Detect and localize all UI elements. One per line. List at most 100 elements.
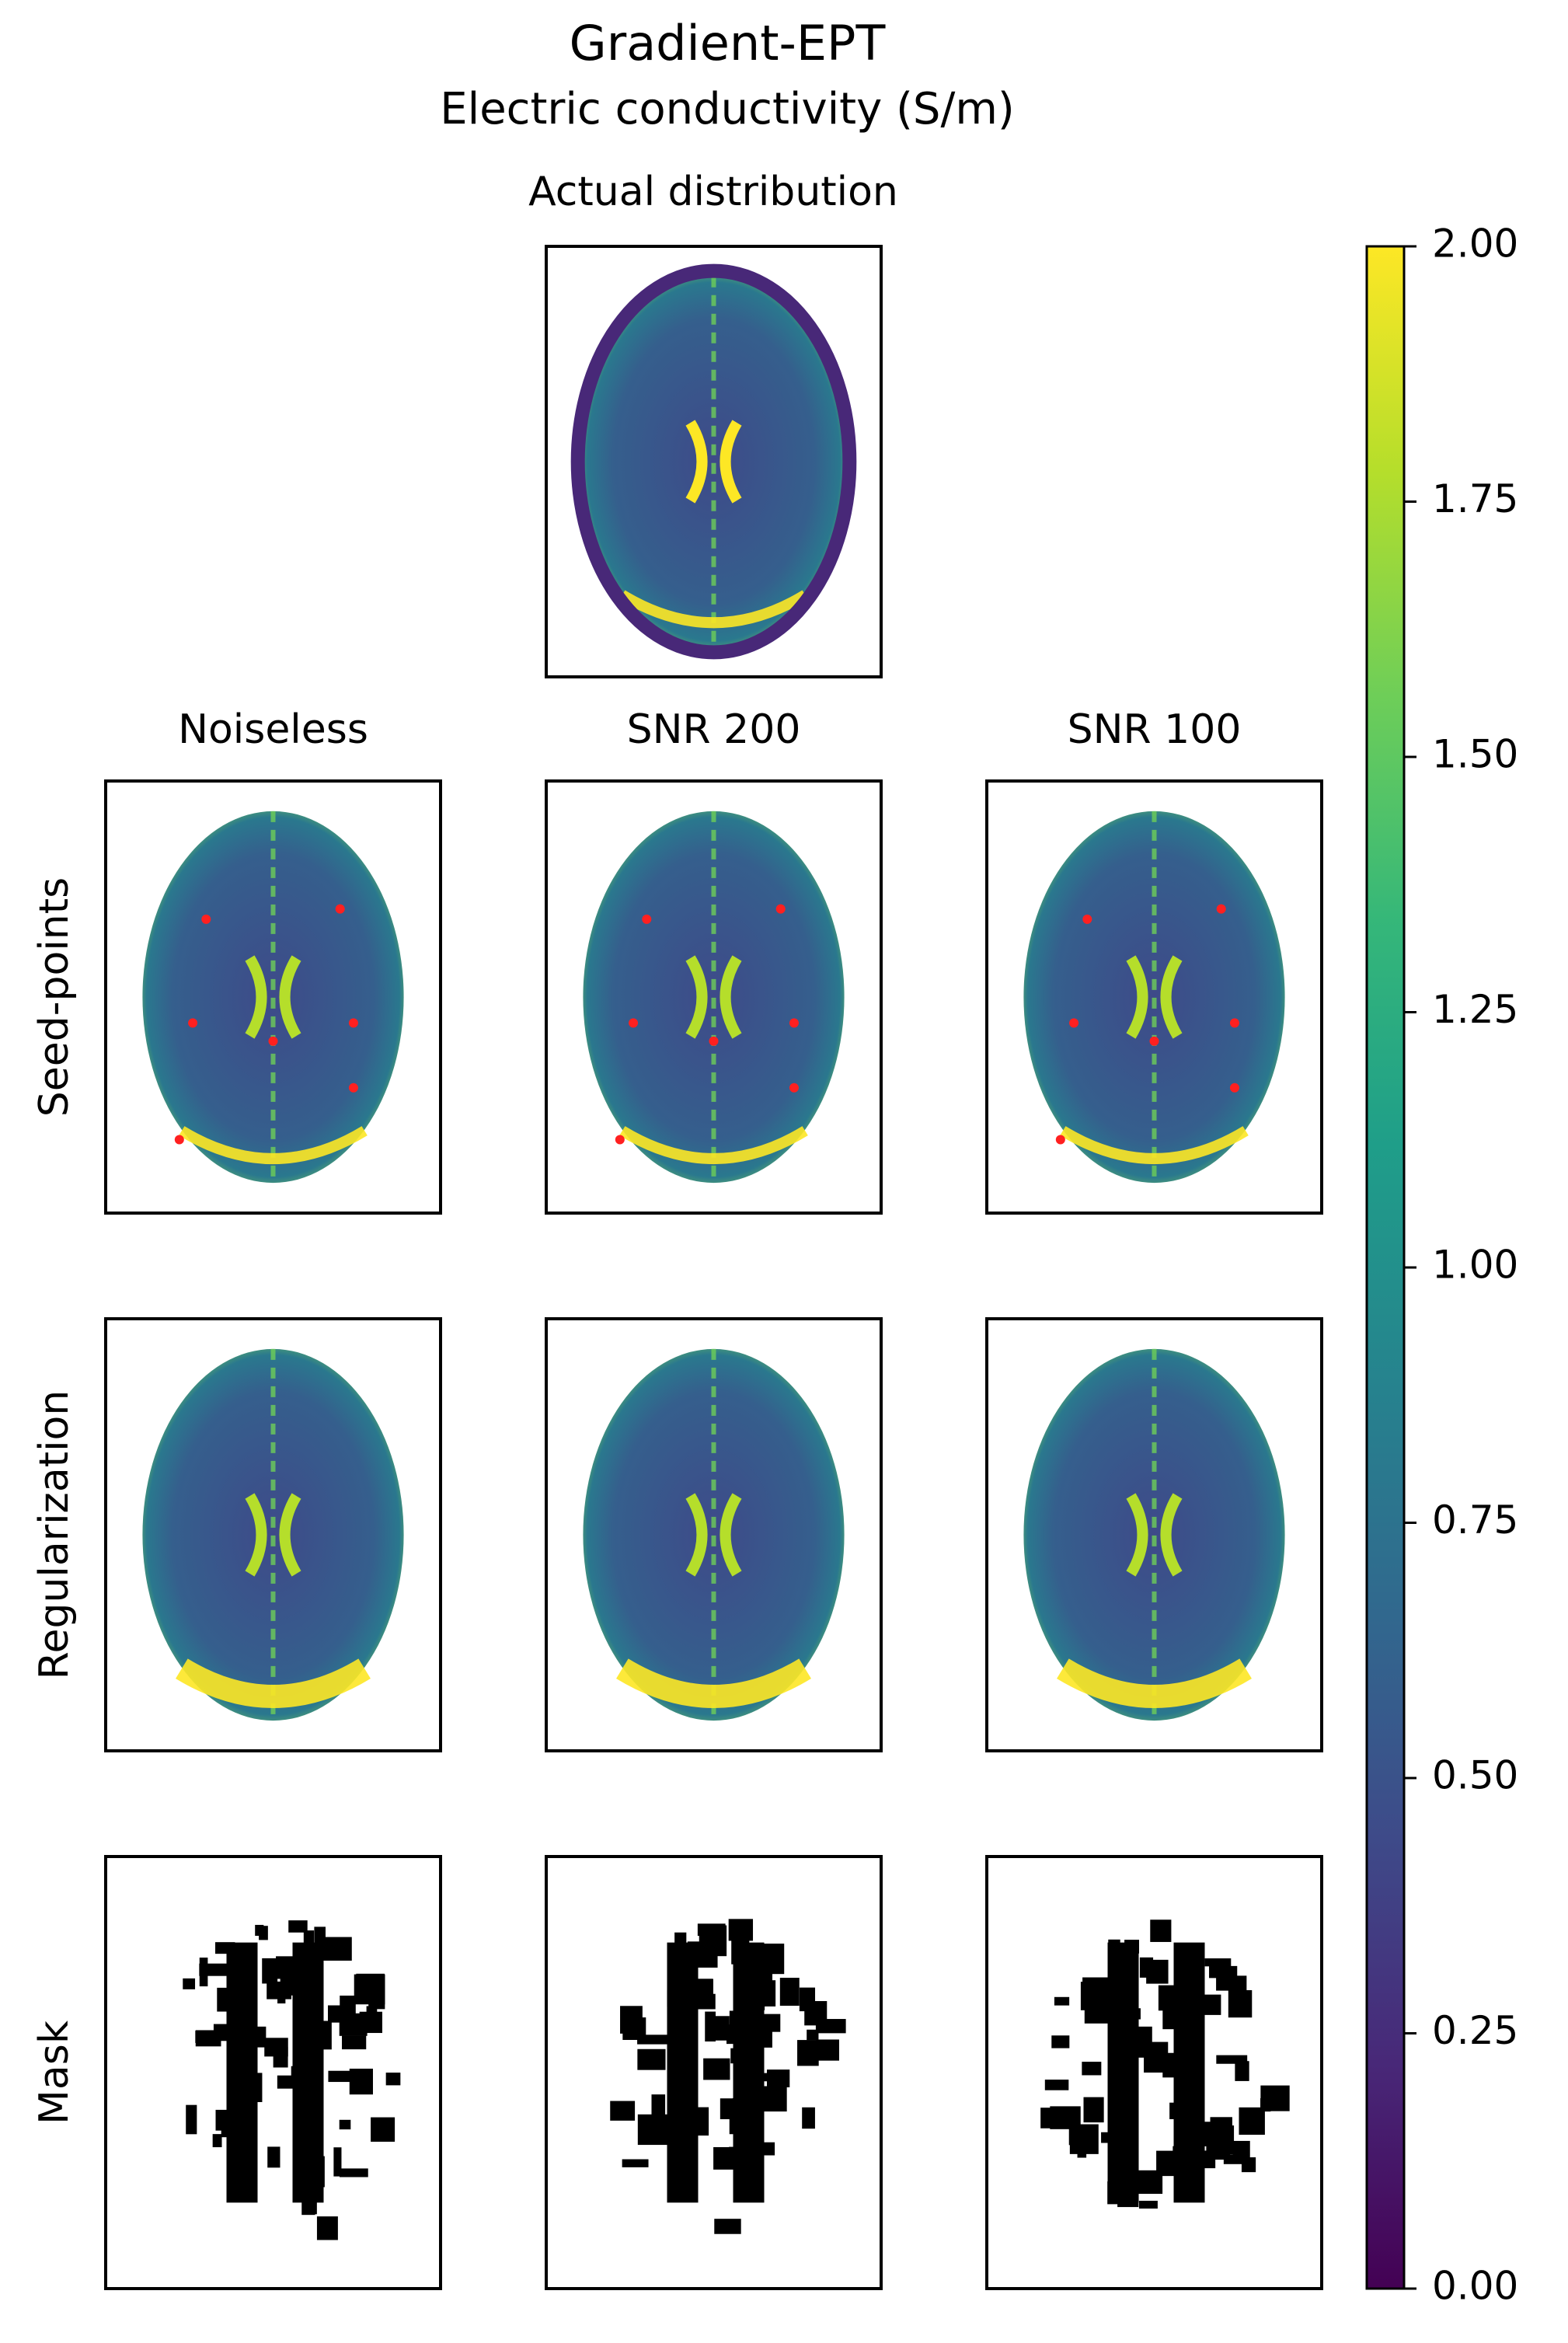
brain-image: [583, 811, 845, 1184]
row-label: Mask: [31, 2020, 78, 2125]
mask-blob: [713, 2146, 736, 2170]
mask-blob: [273, 2047, 288, 2068]
mask-blob: [1210, 2151, 1231, 2160]
mask-blob: [802, 2107, 815, 2129]
seed-point: [348, 1083, 358, 1093]
mask-blob: [714, 2219, 741, 2234]
mask-blob: [328, 2070, 351, 2083]
colorbar-tick-label: 0.75: [1432, 1497, 1518, 1543]
posterior-rim: [619, 1126, 808, 1164]
seed-point: [775, 904, 786, 914]
panel-frame: [545, 245, 883, 678]
seed-point: [188, 1018, 198, 1028]
ventricle: [245, 955, 301, 1039]
column-title: SNR 100: [1068, 706, 1242, 753]
mask-blob: [815, 2019, 846, 2034]
seed-point: [268, 1036, 278, 1046]
brain-image: [1023, 1348, 1285, 1721]
colorbar: [1365, 245, 1406, 2290]
mask-blob: [199, 1963, 228, 1976]
mask-blob: [255, 1924, 264, 1937]
row-label: Seed-points: [31, 877, 78, 1117]
column-title: SNR 200: [627, 706, 801, 753]
mask-blob: [371, 2117, 395, 2142]
posterior-rim: [1060, 1126, 1249, 1164]
posterior-rim: [616, 1658, 811, 1708]
mask-blob: [341, 2035, 367, 2050]
mask-blob: [1051, 2035, 1070, 2048]
seed-point: [174, 1135, 184, 1145]
mask-blob: [1204, 1958, 1232, 1967]
panel-frame: [985, 1317, 1323, 1752]
mask-blob: [183, 1978, 196, 1989]
colorbar-tick-label: 1.75: [1432, 476, 1518, 521]
mask-blob: [1239, 2124, 1258, 2135]
mask-blob: [267, 1981, 291, 2000]
mask-blob: [767, 2069, 790, 2087]
mask-blob: [1080, 1982, 1092, 2010]
mask-blob: [1260, 2085, 1290, 2111]
brain-image: [142, 1348, 404, 1721]
seed-point: [615, 1135, 625, 1145]
brain-image: [142, 811, 404, 1184]
mask-blob: [1235, 2061, 1249, 2081]
mask-blob: [1138, 2200, 1158, 2209]
colorbar-tick-label: 0.50: [1432, 1753, 1518, 1798]
mask-blob: [186, 2104, 197, 2135]
mask-blob: [756, 2073, 774, 2082]
colorbar-tick-label: 0.00: [1432, 2264, 1518, 2309]
panel-frame: [104, 1855, 442, 2290]
colorbar-tick-label: 0.25: [1432, 2008, 1518, 2053]
mask-blob: [674, 1932, 687, 1946]
ventricle: [685, 1493, 742, 1577]
mask-blob: [349, 2068, 373, 2095]
colorbar-tick-label: 1.50: [1432, 732, 1518, 777]
seed-point: [642, 914, 652, 924]
mask-blob: [713, 2016, 730, 2041]
ventricle: [685, 420, 742, 504]
mask-blob: [1216, 1975, 1247, 1991]
brain-image: [583, 1348, 845, 1721]
panel-frame: [985, 779, 1323, 1215]
seed-point: [1229, 1083, 1239, 1093]
seed-point: [1229, 1018, 1239, 1028]
mask-blob: [333, 2147, 342, 2177]
colorbar-tick-label: 2.00: [1432, 221, 1518, 267]
seed-point: [709, 1036, 719, 1046]
mask-blob: [797, 2040, 819, 2066]
mask-blob: [340, 1995, 356, 2018]
mask-blob: [195, 2030, 221, 2047]
subtitle: Electric conductivity (S/m): [440, 84, 1014, 134]
ventricle: [245, 1493, 301, 1577]
posterior-rim: [619, 590, 808, 629]
mask-blob: [316, 2216, 338, 2240]
seed-point: [1082, 914, 1092, 924]
mask-blob: [354, 1974, 385, 2005]
mask-blob: [1228, 1989, 1253, 2018]
mask-blob: [385, 2073, 401, 2086]
seed-point: [629, 1018, 639, 1028]
mask-blob: [816, 2039, 839, 2061]
mask-blob: [212, 2134, 222, 2148]
mask-blob: [1054, 1996, 1070, 2006]
mask-column: [667, 1942, 699, 2203]
mask-blob: [1077, 2143, 1087, 2158]
mask-blob: [339, 2168, 368, 2177]
mask-blob: [610, 2101, 636, 2121]
ventricle: [685, 955, 742, 1039]
posterior-rim: [179, 1126, 368, 1164]
mask-blob: [728, 1919, 754, 1941]
mask-blob: [1083, 2097, 1104, 2123]
panel-frame: [545, 1317, 883, 1752]
panel-frame: [545, 1855, 883, 2290]
mask-blob: [1150, 1919, 1172, 1942]
mask-column: [733, 1942, 765, 2203]
ventricle: [1126, 1493, 1183, 1577]
mask-blob: [620, 2006, 643, 2034]
mask-column: [226, 1942, 258, 2203]
mask-blob: [322, 1937, 352, 1961]
mask-blob: [807, 2029, 819, 2041]
ventricle: [1126, 955, 1183, 1039]
panel-frame: [985, 1855, 1323, 2290]
